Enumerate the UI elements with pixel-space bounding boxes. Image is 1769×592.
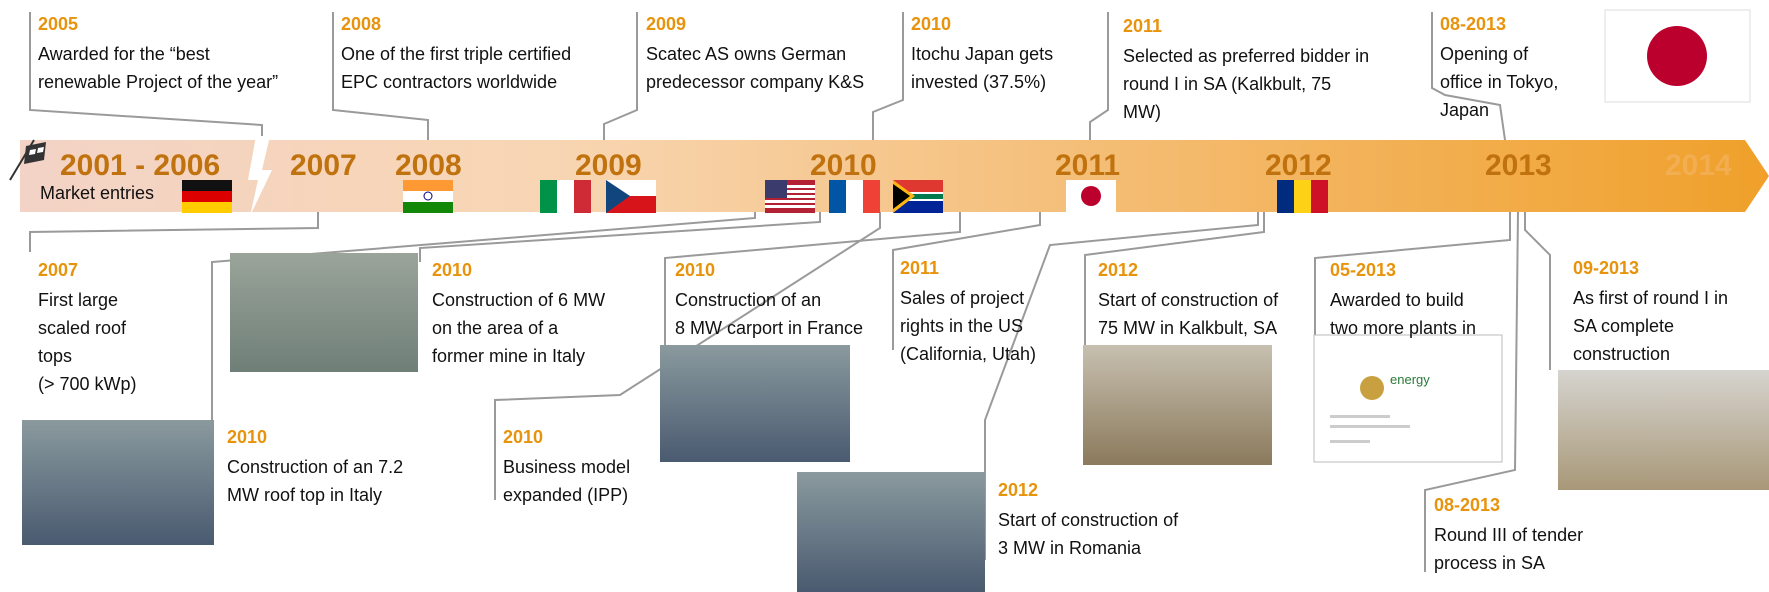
photo-kalkbult (1083, 345, 1272, 465)
event-date: 2011 (900, 258, 939, 278)
event-date: 08-2013 (1434, 495, 1500, 515)
event-date: 2007 (38, 260, 78, 280)
event-text: Round III of tender (1434, 525, 1583, 545)
event-date: 2012 (998, 480, 1038, 500)
market-entries: Market entries (40, 183, 154, 203)
event-text: (California, Utah) (900, 344, 1036, 364)
flag-japan-large (1605, 10, 1750, 102)
event-text: SA complete (1573, 316, 1674, 336)
event-date: 2010 (432, 260, 472, 280)
event-text: Itochu Japan gets (911, 44, 1053, 64)
event-text: process in SA (1434, 553, 1545, 573)
event-date: 2010 (675, 260, 715, 280)
bar-year: 2001 - 2006 (60, 149, 220, 182)
flag-japan (1066, 180, 1116, 213)
flag-usa (765, 180, 815, 213)
event-text: scaled roof (38, 318, 127, 338)
bar-year: 2009 (575, 149, 642, 182)
event-text: EPC contractors worldwide (341, 72, 557, 92)
bar-year: 2012 (1265, 149, 1332, 182)
event-text: Construction of an (675, 290, 821, 310)
event-text: Scatec AS owns German (646, 44, 846, 64)
event-text: predecessor company K&S (646, 72, 864, 92)
flag-france (829, 180, 880, 213)
event-text: Opening of (1440, 44, 1529, 64)
event-date: 2012 (1098, 260, 1138, 280)
page: energy 2001 - 2006 2007 2008 2009 2010 2011 20… (0, 0, 1769, 592)
document-title: energy (1390, 372, 1430, 387)
event-date: 2010 (227, 427, 267, 447)
event-text: renewable Project of the year” (38, 72, 278, 92)
event-text: Japan (1440, 100, 1489, 120)
event-text: construction (1573, 344, 1670, 364)
photo-romania (797, 472, 985, 592)
event-text: Awarded for the “best (38, 44, 210, 64)
event-text: tops (38, 346, 72, 366)
bar-year: 2007 (290, 149, 357, 182)
event-text: Awarded to build (1330, 290, 1464, 310)
event-date: 2009 (646, 14, 686, 34)
event-text: on the area of a (432, 318, 559, 338)
flag-south-africa (893, 180, 943, 213)
event-text: (> 700 kWp) (38, 374, 137, 394)
event-date: 2005 (38, 14, 78, 34)
event-text: former mine in Italy (432, 346, 585, 366)
event-text: office in Tokyo, (1440, 72, 1558, 92)
timeline: energy 2001 - 2006 2007 2008 2009 2010 2011 20… (0, 0, 1769, 592)
event-text: As first of round I in (1573, 288, 1728, 308)
event-date: 2010 (503, 427, 543, 447)
event-date: 05-2013 (1330, 260, 1396, 280)
document-image: energy (1314, 335, 1502, 462)
bar-year: 2008 (395, 149, 462, 182)
event-date: 2010 (911, 14, 951, 34)
event-text: Business model (503, 457, 630, 477)
event-text: invested (37.5%) (911, 72, 1046, 92)
event-date: 2011 (1123, 16, 1162, 36)
event-text: Selected as preferred bidder in (1123, 46, 1369, 66)
photo-sa-plant (1558, 370, 1769, 490)
bar-year: 2014 (1665, 149, 1732, 182)
event-text: 8 MW carport in France (675, 318, 863, 338)
event-text: Construction of 6 MW (432, 290, 605, 310)
photo-carport-france (660, 345, 850, 462)
flag-india (403, 180, 453, 213)
event-text: Construction of an 7.2 (227, 457, 403, 477)
event-text: Start of construction of (1098, 290, 1279, 310)
flag-italy (540, 180, 591, 213)
event-text: Start of construction of (998, 510, 1179, 530)
event-text: One of the first triple certified (341, 44, 571, 64)
event-text: two more plants in (1330, 318, 1476, 338)
event-date: 2008 (341, 14, 381, 34)
event-text: MW roof top in Italy (227, 485, 382, 505)
flag-czech (606, 180, 656, 213)
event-text: First large (38, 290, 118, 310)
photo-roof-italy (22, 420, 214, 545)
event-text: MW) (1123, 102, 1161, 122)
event-text: round I in SA (Kalkbult, 75 (1123, 74, 1331, 94)
event-text: 3 MW in Romania (998, 538, 1142, 558)
event-text: expanded (IPP) (503, 485, 628, 505)
event-text: rights in the US (900, 316, 1023, 336)
bar-year: 2011 (1055, 149, 1120, 182)
bar-year: 2010 (810, 149, 877, 182)
bar-year: 2013 (1485, 149, 1552, 182)
event-date: 08-2013 (1440, 14, 1506, 34)
event-text: Sales of project (900, 288, 1024, 308)
event-text: 75 MW in Kalkbult, SA (1098, 318, 1277, 338)
photo-mine-italy (230, 253, 418, 372)
flag-romania (1277, 180, 1328, 213)
event-date: 09-2013 (1573, 258, 1639, 278)
flag-germany (182, 180, 232, 213)
